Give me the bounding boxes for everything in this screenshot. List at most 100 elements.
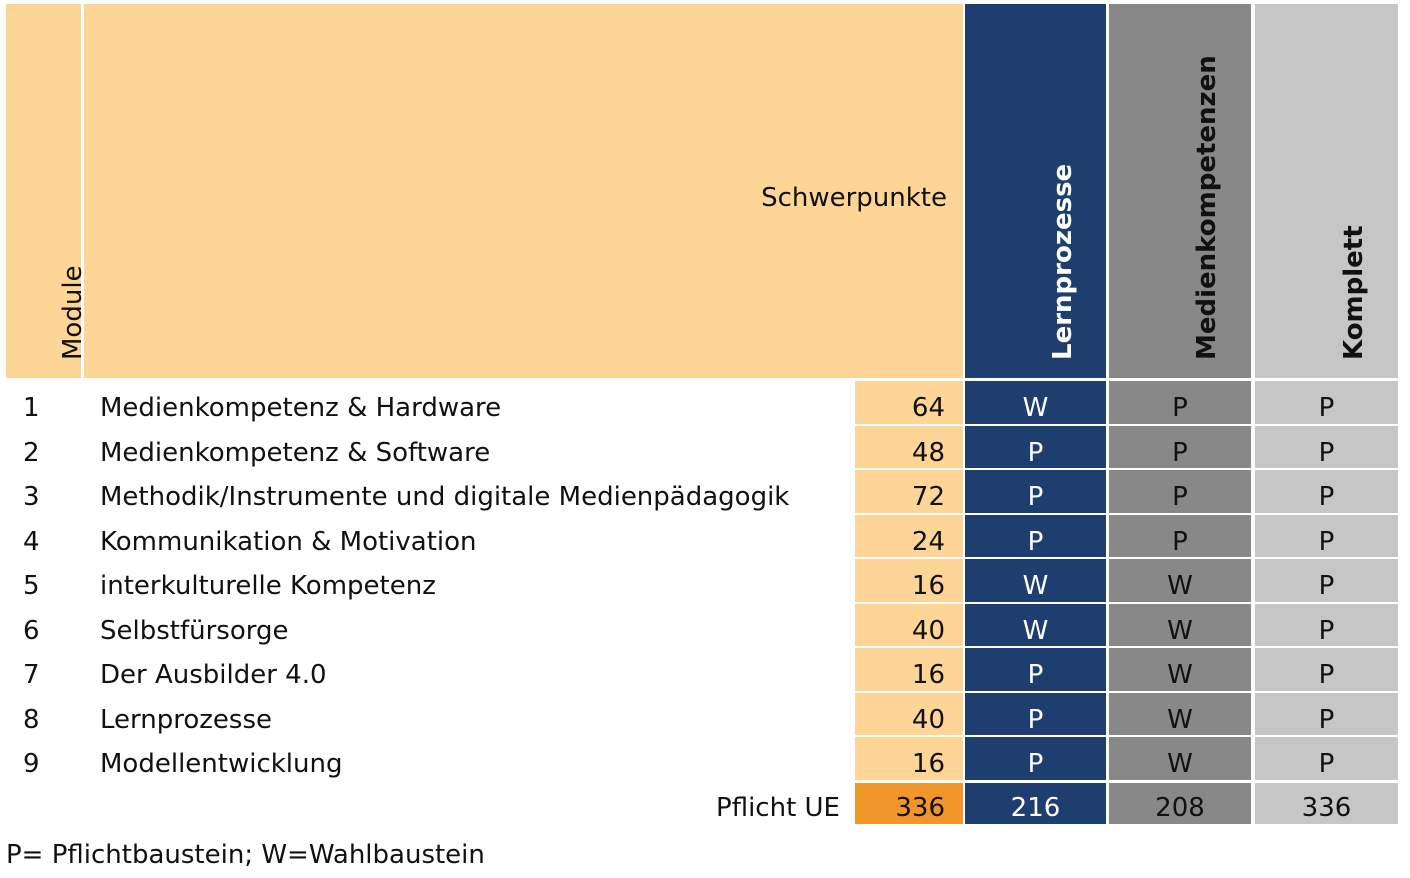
totals-label-cell: Pflicht UE [84,783,854,824]
row-medienkompetenzen-cell: W [1109,648,1251,691]
row-komplett: P [1318,527,1335,557]
row-number-cell: 6 [6,604,81,646]
row-name: Medienkompetenz & Hardware [100,393,502,423]
row-name: Selbstfürsorge [100,616,289,646]
row-komplett-cell: P [1255,693,1398,735]
row-lernprozesse-cell: P [965,470,1106,513]
row-name: Methodik/Instrumente und digitale Medien… [100,482,790,512]
row-name: Lernprozesse [100,705,272,735]
footnote: P= Pflichtbaustein; W=Wahlbaustein [6,840,485,870]
row-ue-cell: 64 [855,381,963,424]
row-ue-cell: 72 [855,470,963,513]
row-komplett-cell: P [1255,426,1398,468]
row-number: 7 [23,660,40,690]
row-ue: 24 [911,527,945,557]
row-name-cell: Medienkompetenz & Software [84,426,854,468]
row-number: 3 [23,482,40,512]
row-lernprozesse-cell: W [965,381,1106,424]
header-lernprozesse-cell: Lernprozesse [965,4,1106,378]
row-ue-cell: 40 [855,693,963,735]
row-name-cell: Modellentwicklung [84,737,854,780]
row-lernprozesse: W [1022,393,1049,423]
totals-komplett-cell: 336 [1255,783,1398,824]
row-komplett: P [1318,616,1335,646]
row-name: Kommunikation & Motivation [100,527,477,557]
row-name-cell: Lernprozesse [84,693,854,735]
row-number: 9 [23,749,40,779]
row-number-cell: 7 [6,648,81,691]
row-name-cell: Der Ausbilder 4.0 [84,648,854,691]
row-medienkompetenzen: P [1172,438,1188,468]
row-name: Medienkompetenz & Software [100,438,491,468]
totals-medienkompetenzen: 208 [1155,793,1205,823]
row-medienkompetenzen-cell: P [1109,381,1251,424]
row-komplett: P [1318,660,1335,690]
row-number: 1 [23,393,40,423]
row-number: 8 [23,705,40,735]
row-name-cell: Medienkompetenz & Hardware [84,381,854,424]
row-name: Modellentwicklung [100,749,343,779]
row-number: 5 [23,571,40,601]
row-ue-cell: 16 [855,559,963,602]
row-number-cell: 1 [6,381,81,424]
row-lernprozesse: P [1027,749,1044,779]
row-medienkompetenzen-cell: P [1109,426,1251,468]
row-name-cell: Kommunikation & Motivation [84,515,854,557]
header-medienkompetenzen-cell: Medienkompetenzen [1109,4,1251,378]
row-lernprozesse-cell: P [965,737,1106,780]
row-medienkompetenzen-cell: P [1109,470,1251,513]
row-lernprozesse: W [1022,616,1049,646]
row-komplett-cell: P [1255,559,1398,602]
row-ue-cell: 48 [855,426,963,468]
row-medienkompetenzen-cell: W [1109,737,1251,780]
row-number: 2 [23,438,40,468]
row-komplett-cell: P [1255,515,1398,557]
row-lernprozesse-cell: W [965,559,1106,602]
row-komplett: P [1318,482,1335,512]
row-ue: 40 [911,616,945,646]
row-lernprozesse: P [1027,438,1044,468]
row-ue: 48 [911,438,945,468]
row-komplett: P [1318,705,1335,735]
totals-label: Pflicht UE [716,793,840,823]
row-medienkompetenzen: W [1167,571,1193,601]
row-medienkompetenzen: W [1167,616,1193,646]
header-module-cell: Module [6,4,88,378]
row-komplett: P [1318,749,1335,779]
row-ue: 72 [911,482,945,512]
header-module-label: Module [58,265,88,360]
row-komplett-cell: P [1255,604,1398,646]
row-name-cell: interkulturelle Kompetenz [84,559,854,602]
totals-ue: 336 [895,793,945,823]
row-komplett: P [1318,393,1335,423]
row-number-cell: 8 [6,693,81,735]
row-lernprozesse: P [1027,527,1044,557]
row-ue-cell: 16 [855,737,963,780]
row-name: interkulturelle Kompetenz [100,571,436,601]
header-column-label-2: Komplett [1338,225,1369,360]
totals-medienkompetenzen-cell: 208 [1109,783,1251,824]
row-medienkompetenzen: W [1167,705,1193,735]
row-ue-cell: 16 [855,648,963,691]
row-ue-cell: 24 [855,515,963,557]
row-number-cell: 2 [6,426,81,468]
row-komplett: P [1318,571,1335,601]
row-medienkompetenzen-cell: W [1109,693,1251,735]
header-column-label-1: Medienkompetenzen [1192,55,1222,360]
row-lernprozesse: P [1027,660,1044,690]
footnote-cell: P= Pflichtbaustein; W=Wahlbaustein [6,838,706,872]
row-medienkompetenzen: W [1167,749,1193,779]
row-komplett-cell: P [1255,381,1398,424]
row-lernprozesse-cell: W [965,604,1106,646]
row-lernprozesse: P [1027,705,1044,735]
row-komplett-cell: P [1255,470,1398,513]
row-medienkompetenzen-cell: W [1109,604,1251,646]
totals-ue-cell: 336 [855,783,963,824]
row-number: 6 [23,616,40,646]
row-komplett-cell: P [1255,648,1398,691]
row-lernprozesse-cell: P [965,426,1106,468]
row-lernprozesse: P [1027,482,1044,512]
row-number-cell: 3 [6,470,81,513]
row-lernprozesse-cell: P [965,648,1106,691]
row-medienkompetenzen: P [1172,482,1188,512]
